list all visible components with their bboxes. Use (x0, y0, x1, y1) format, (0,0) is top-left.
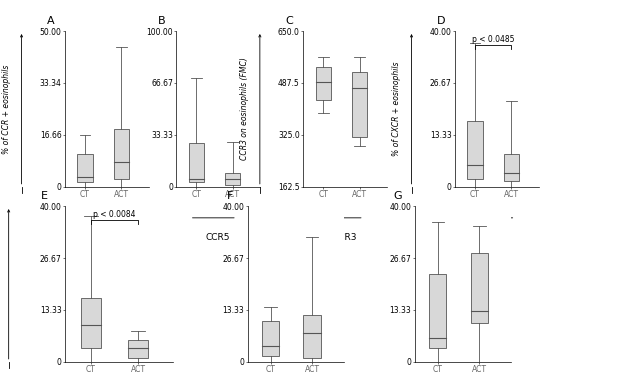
Bar (262, 321, 279, 356)
Text: CCR3 on eosinophils (FMC): CCR3 on eosinophils (FMC) (240, 58, 249, 160)
Bar (114, 129, 129, 179)
Text: CXCR1: CXCR1 (482, 233, 512, 242)
Text: CCR2: CCR2 (95, 233, 119, 242)
Text: CCR5: CCR5 (206, 233, 230, 242)
Text: B: B (158, 16, 166, 26)
Text: p < 0.0084: p < 0.0084 (93, 210, 136, 219)
Bar (189, 143, 204, 182)
Bar (429, 274, 446, 348)
Text: A: A (46, 16, 54, 26)
Bar (128, 340, 148, 358)
Text: G: G (394, 191, 402, 201)
Text: E: E (41, 191, 48, 201)
Text: % of CCR + eosinophils: % of CCR + eosinophils (2, 64, 11, 154)
Bar (81, 298, 101, 348)
Bar (467, 121, 483, 179)
Text: p < 0.0485: p < 0.0485 (472, 35, 514, 44)
Bar (225, 173, 240, 185)
Text: % of CXCR + eosinophils: % of CXCR + eosinophils (392, 62, 401, 156)
Text: F: F (227, 191, 233, 201)
Text: CCR3: CCR3 (333, 233, 357, 242)
Text: C: C (285, 16, 293, 26)
Bar (303, 315, 321, 358)
Bar (77, 154, 93, 182)
Bar (504, 154, 519, 181)
Text: D: D (436, 16, 445, 26)
Bar (316, 67, 331, 100)
Bar (352, 72, 367, 137)
Bar (470, 253, 488, 323)
